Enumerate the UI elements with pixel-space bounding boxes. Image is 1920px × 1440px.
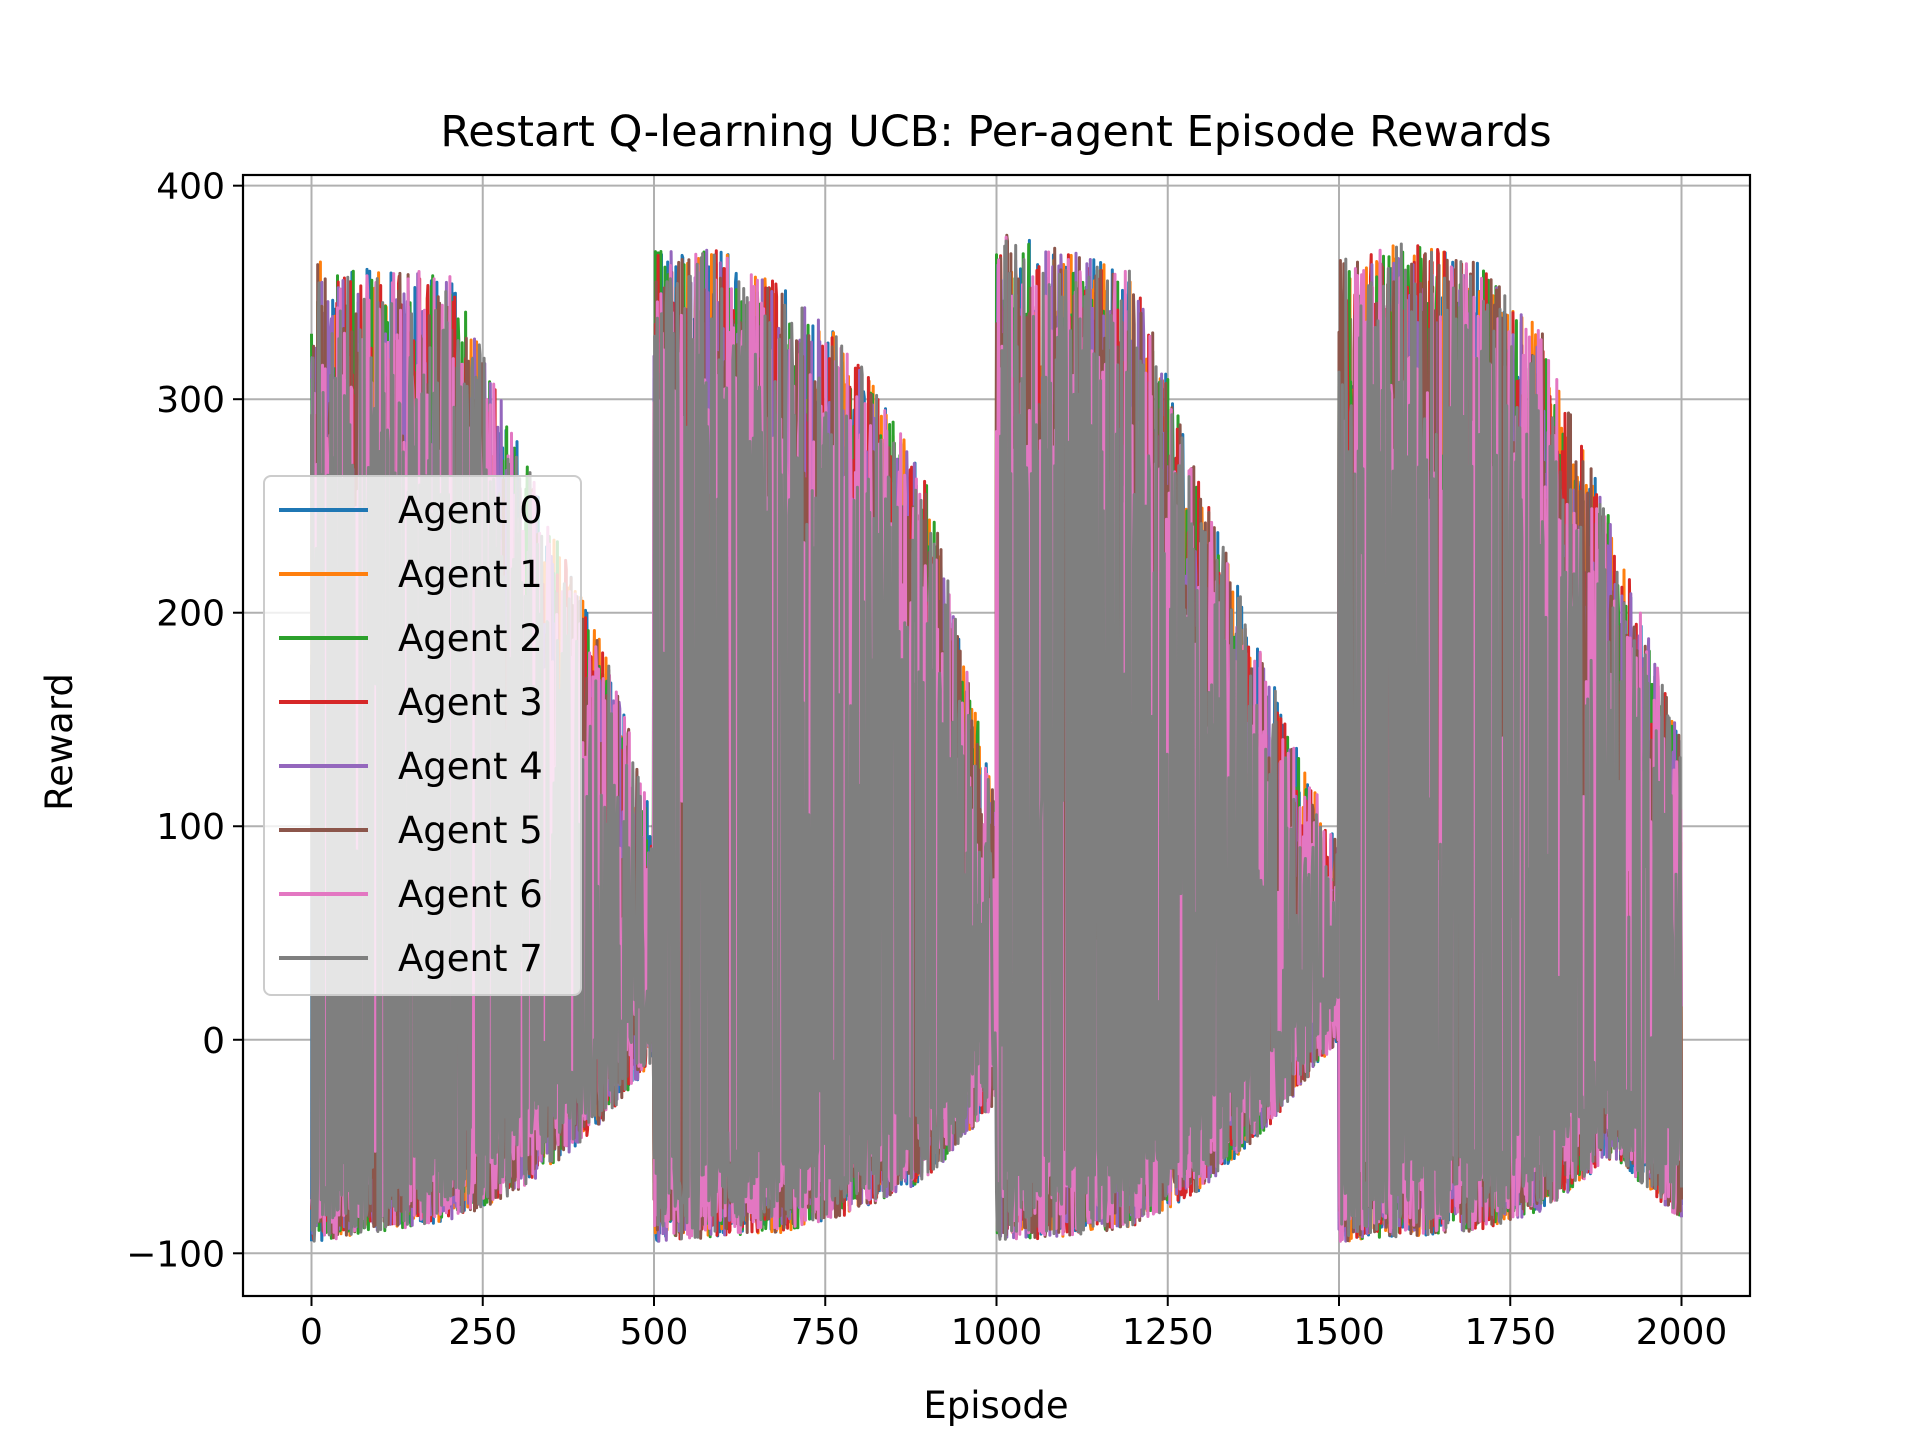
legend-label: Agent 4 bbox=[398, 745, 543, 788]
x-tick-label: 750 bbox=[791, 1312, 860, 1353]
x-tick-label: 0 bbox=[300, 1312, 323, 1353]
legend-label: Agent 1 bbox=[398, 553, 543, 596]
y-tick-label: −100 bbox=[126, 1234, 225, 1275]
y-tick-label: 300 bbox=[156, 380, 225, 421]
legend-label: Agent 0 bbox=[398, 489, 543, 532]
x-axis-label: Episode bbox=[923, 1384, 1068, 1427]
x-tick-label: 1000 bbox=[951, 1312, 1043, 1353]
x-tick-label: 1250 bbox=[1122, 1312, 1214, 1353]
legend-label: Agent 7 bbox=[398, 937, 543, 980]
y-tick-label: 100 bbox=[156, 807, 225, 848]
legend-label: Agent 2 bbox=[398, 617, 543, 660]
x-tick-label: 250 bbox=[448, 1312, 517, 1353]
x-tick-label: 2000 bbox=[1636, 1312, 1728, 1353]
legend: Agent 0 Agent 1 Agent 2 Agent 3 Agent 4 Agent… bbox=[263, 475, 582, 996]
legend-label: Agent 3 bbox=[398, 681, 543, 724]
ticks: 0 250 500 750 1000 1250 1500 1750 2000 −100 0 100 20… bbox=[126, 167, 1727, 1353]
y-tick-label: 400 bbox=[156, 167, 225, 208]
y-tick-label: 0 bbox=[202, 1021, 225, 1062]
y-axis-label: Reward bbox=[38, 673, 81, 811]
legend-box bbox=[263, 475, 582, 996]
y-tick-label: 200 bbox=[156, 594, 225, 635]
x-tick-label: 1500 bbox=[1293, 1312, 1385, 1353]
legend-label: Agent 5 bbox=[398, 809, 543, 852]
x-tick-label: 1750 bbox=[1464, 1312, 1556, 1353]
legend-label: Agent 6 bbox=[398, 873, 543, 916]
chart-title: Restart Q-learning UCB: Per-agent Episod… bbox=[440, 107, 1551, 157]
x-tick-label: 500 bbox=[620, 1312, 689, 1353]
